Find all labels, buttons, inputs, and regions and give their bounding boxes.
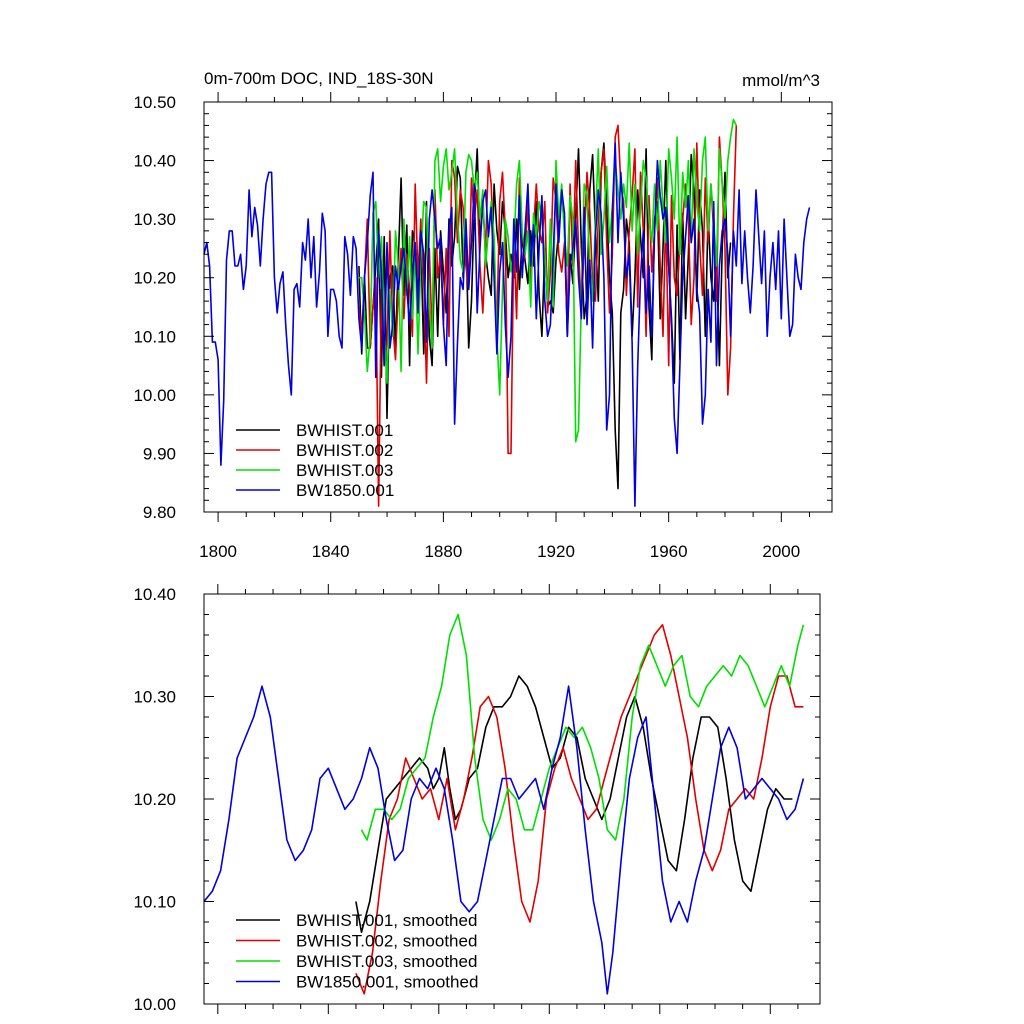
legend-label: BWHIST.003 [296, 461, 393, 480]
x-tick-label: 1920 [537, 542, 575, 561]
legend-label: BW1850.001, smoothed [296, 973, 478, 992]
x-tick-label: 1840 [312, 542, 350, 561]
legend-label: BWHIST.002 [296, 441, 393, 460]
bottom-panel: 10.00 10.10 10.20 10.30 10.40 BWHIST.001, smo… [133, 584, 821, 1014]
x-tick-label: 1800 [199, 542, 237, 561]
y-tick-label: 10.00 [133, 386, 176, 405]
x-tick-label: 1880 [424, 542, 462, 561]
series-line-1 [355, 675, 793, 934]
y-tick-label: 9.90 [143, 444, 176, 463]
legend-label: BWHIST.002, smoothed [296, 932, 477, 951]
units-label: mmol/m^3 [742, 71, 820, 90]
legend: BWHIST.001, smoothed BWHIST.002, smoothed… [236, 911, 478, 992]
y-tick-label: 10.40 [133, 152, 176, 171]
y-tick-label: 9.80 [143, 503, 176, 522]
legend-label: BWHIST.003, smoothed [296, 952, 477, 971]
y-tick-label: 10.30 [133, 688, 176, 707]
y-tick-label: 10.20 [133, 790, 176, 809]
y-tick-label: 10.00 [133, 995, 176, 1014]
series-line-2 [355, 623, 804, 995]
chart-title: 0m-700m DOC, IND_18S-30N [204, 69, 434, 88]
y-tick-label: 10.10 [133, 893, 176, 912]
plot-frame [203, 101, 833, 513]
legend-label: BW1850.001 [296, 481, 394, 500]
y-tick-label: 10.20 [133, 269, 176, 288]
y-tick-label: 10.30 [133, 210, 176, 229]
legend-label: BWHIST.001, smoothed [296, 911, 477, 930]
top-panel: 0m-700m DOC, IND_18S-30N mmol/m^3 9.80 9.… [133, 69, 833, 561]
series-line-4 [203, 142, 811, 507]
series-line-4 [203, 685, 805, 995]
legend-label: BWHIST.001 [296, 421, 393, 440]
y-tick-label: 10.40 [133, 585, 176, 604]
y-tick-label: 10.50 [133, 93, 176, 112]
x-tick-label: 2000 [762, 542, 800, 561]
series-line-3 [360, 613, 805, 841]
x-tick-label: 1960 [650, 542, 688, 561]
y-tick-label: 10.10 [133, 327, 176, 346]
